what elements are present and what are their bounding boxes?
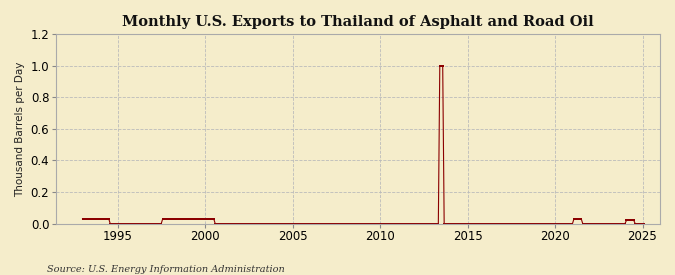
- Y-axis label: Thousand Barrels per Day: Thousand Barrels per Day: [15, 61, 25, 197]
- Text: Source: U.S. Energy Information Administration: Source: U.S. Energy Information Administ…: [47, 265, 285, 274]
- Title: Monthly U.S. Exports to Thailand of Asphalt and Road Oil: Monthly U.S. Exports to Thailand of Asph…: [122, 15, 594, 29]
